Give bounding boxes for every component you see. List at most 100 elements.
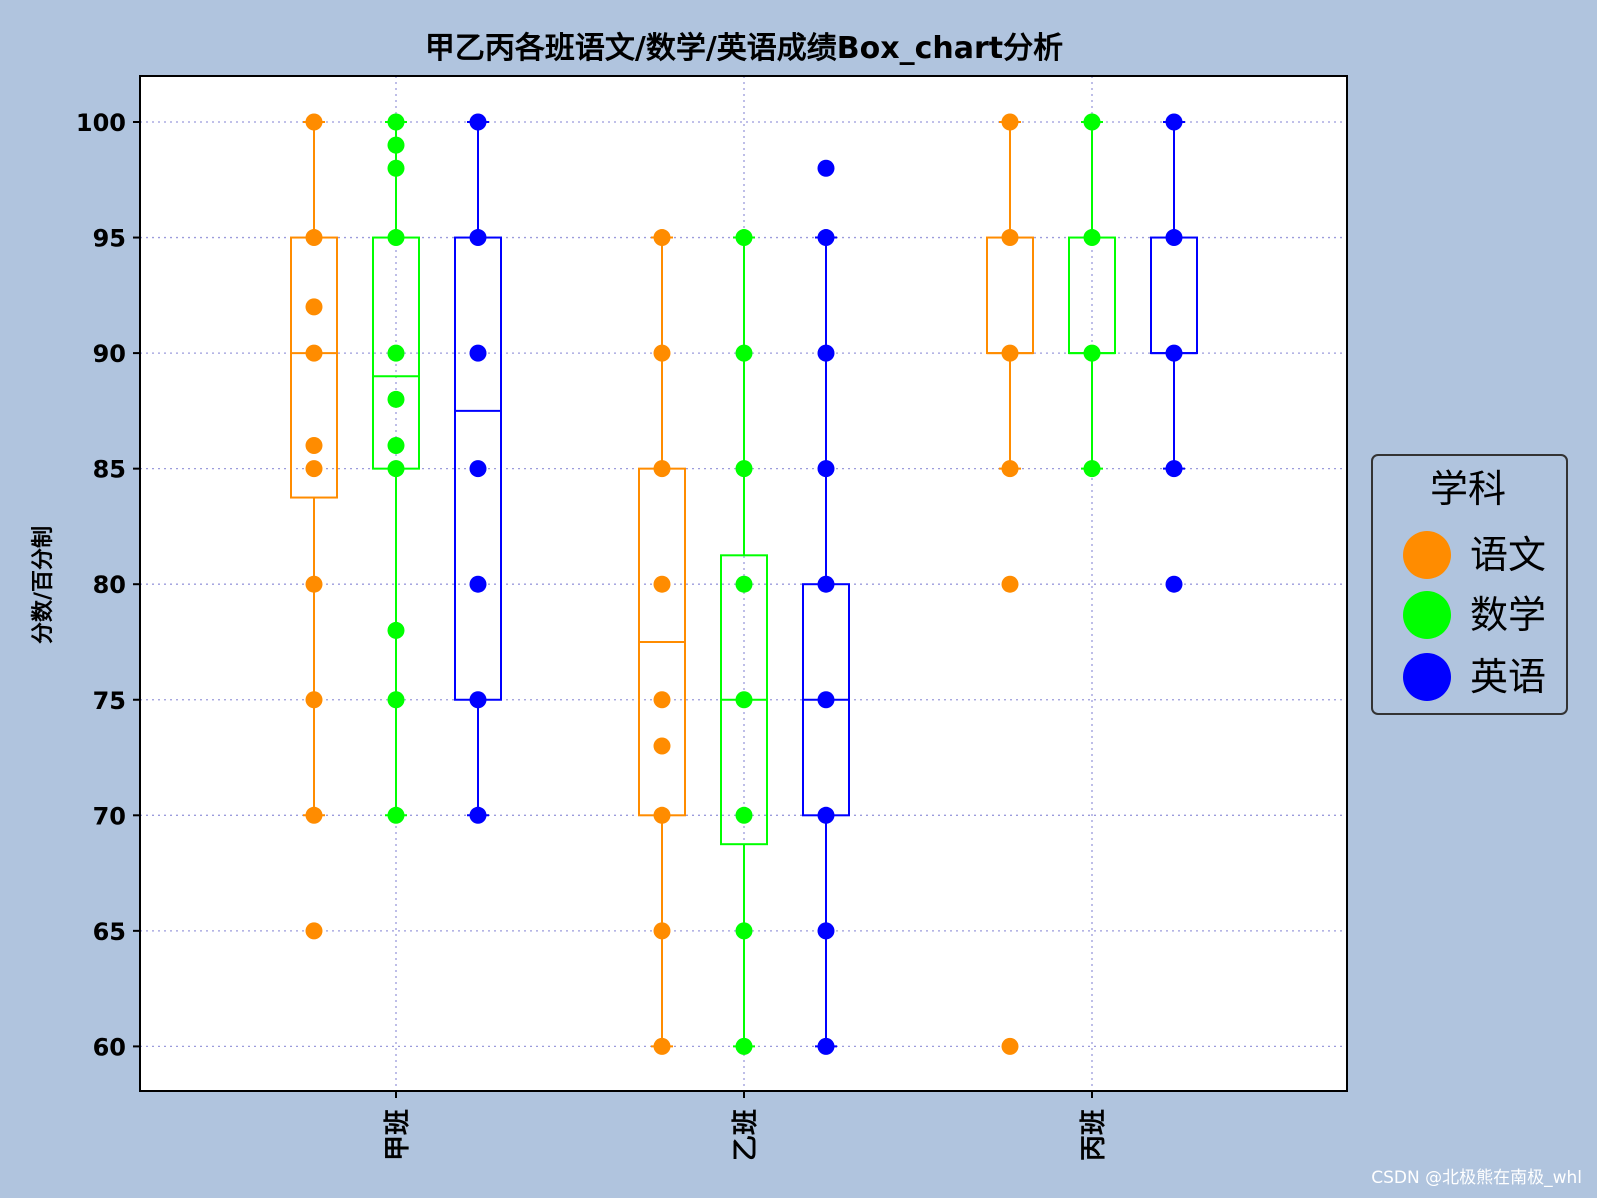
box-plot xyxy=(372,113,420,824)
y-tick-label: 100 xyxy=(76,109,126,137)
data-point xyxy=(1001,344,1019,362)
data-point xyxy=(817,344,835,362)
data-point xyxy=(305,922,323,940)
data-point xyxy=(387,136,405,154)
box-plot xyxy=(290,113,338,940)
data-point xyxy=(817,159,835,177)
data-point xyxy=(387,460,405,478)
data-point xyxy=(1083,344,1101,362)
data-point xyxy=(817,1037,835,1055)
data-point xyxy=(817,460,835,478)
data-point xyxy=(653,575,671,593)
legend-label: 英语 xyxy=(1470,655,1546,699)
data-point xyxy=(735,691,753,709)
y-tick-label: 75 xyxy=(93,687,126,715)
data-point xyxy=(735,344,753,362)
data-point xyxy=(1001,1037,1019,1055)
watermark-text: CSDN @北极熊在南极_whl xyxy=(1371,1168,1582,1188)
data-point xyxy=(735,460,753,478)
data-point xyxy=(305,575,323,593)
chart-title: 甲乙丙各班语文/数学/英语成绩Box_chart分析 xyxy=(425,31,1063,66)
data-point xyxy=(305,229,323,247)
data-point xyxy=(817,691,835,709)
data-point xyxy=(1083,229,1101,247)
data-point xyxy=(469,806,487,824)
data-point xyxy=(387,344,405,362)
data-point xyxy=(387,390,405,408)
data-point xyxy=(387,621,405,639)
data-point xyxy=(817,229,835,247)
box-plot xyxy=(1068,113,1116,478)
data-point xyxy=(469,575,487,593)
y-tick-label: 90 xyxy=(93,340,126,368)
data-point xyxy=(1001,229,1019,247)
box-plot xyxy=(638,229,686,1055)
y-tick-label: 80 xyxy=(93,571,126,599)
x-tick-label: 丙班 xyxy=(1079,1109,1109,1161)
legend-frame xyxy=(1371,454,1568,715)
data-point xyxy=(653,460,671,478)
data-point xyxy=(387,113,405,131)
legend-label: 语文 xyxy=(1470,533,1546,577)
data-point xyxy=(469,460,487,478)
data-point xyxy=(653,344,671,362)
data-point xyxy=(1165,344,1183,362)
data-point xyxy=(1083,460,1101,478)
data-point xyxy=(735,806,753,824)
data-point xyxy=(653,691,671,709)
y-tick-label: 85 xyxy=(93,456,126,484)
data-point xyxy=(1001,575,1019,593)
data-point xyxy=(1165,575,1183,593)
y-tick-label: 95 xyxy=(93,225,126,253)
y-tick-label: 60 xyxy=(93,1033,126,1061)
data-point xyxy=(387,806,405,824)
data-point xyxy=(305,806,323,824)
data-point xyxy=(469,344,487,362)
data-point xyxy=(653,922,671,940)
data-point xyxy=(735,575,753,593)
y-axis-ticks: 60 65 70 75 80 85 90 95 100 xyxy=(76,109,140,1061)
data-point xyxy=(735,1037,753,1055)
data-point xyxy=(1083,113,1101,131)
data-point xyxy=(387,159,405,177)
y-tick-label: 65 xyxy=(93,918,126,946)
box-plot xyxy=(1150,113,1198,593)
data-point xyxy=(735,922,753,940)
data-point xyxy=(653,737,671,755)
data-point xyxy=(305,113,323,131)
data-point xyxy=(469,691,487,709)
data-point xyxy=(735,229,753,247)
legend-label: 数学 xyxy=(1470,593,1546,637)
legend-marker xyxy=(1403,591,1451,639)
data-point xyxy=(1001,113,1019,131)
data-point xyxy=(305,298,323,316)
data-point xyxy=(1001,460,1019,478)
x-tick-label: 乙班 xyxy=(731,1109,761,1161)
data-point xyxy=(387,229,405,247)
x-tick-label: 甲班 xyxy=(383,1109,413,1161)
data-point xyxy=(817,922,835,940)
box-plot xyxy=(454,113,502,824)
data-point xyxy=(817,806,835,824)
box-plot xyxy=(802,159,850,1055)
y-tick-label: 70 xyxy=(93,802,126,830)
data-point xyxy=(387,437,405,455)
legend-title: 学科 xyxy=(1430,467,1506,511)
legend-marker xyxy=(1403,531,1451,579)
data-point xyxy=(1165,229,1183,247)
data-point xyxy=(305,460,323,478)
data-point xyxy=(1165,460,1183,478)
box-plots xyxy=(290,113,1198,1055)
data-point xyxy=(653,1037,671,1055)
data-point xyxy=(387,691,405,709)
data-point xyxy=(1165,113,1183,131)
data-point xyxy=(305,691,323,709)
data-point xyxy=(469,229,487,247)
data-point xyxy=(817,575,835,593)
y-axis-label: 分数/百分制 xyxy=(30,526,56,644)
data-point xyxy=(305,344,323,362)
x-axis-ticks: 甲班 乙班 丙班 xyxy=(383,1091,1109,1161)
